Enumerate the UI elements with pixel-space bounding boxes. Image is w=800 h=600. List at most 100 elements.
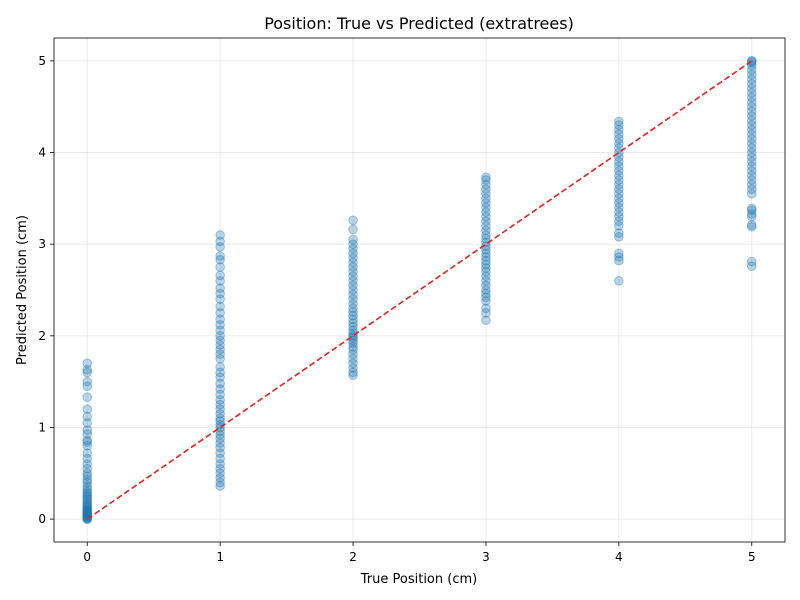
data-point-x1-6 (215, 453, 225, 464)
data-point-x3-8 (481, 276, 491, 286)
data-point-x3-23 (481, 216, 491, 227)
data-point-x1-30 (215, 340, 225, 350)
data-point-x3-9 (481, 271, 491, 282)
data-point-x1-41 (215, 276, 225, 286)
data-point-x0-37 (82, 437, 93, 447)
data-point-x1-33 (215, 325, 225, 336)
data-point-x2-4 (348, 353, 358, 364)
data-point-x0-45 (82, 381, 93, 392)
data-point-x1-28 (215, 349, 225, 359)
x-tick-label-5: 5 (748, 550, 756, 564)
data-point-x5-22 (746, 124, 757, 135)
data-point-x5-19 (746, 138, 757, 149)
data-point-x0-11 (82, 506, 93, 517)
data-point-x2-17 (348, 310, 358, 321)
data-point-x5-26 (746, 106, 757, 117)
data-point-x4-1 (614, 255, 624, 266)
data-point-x5-20 (746, 134, 757, 144)
data-point-x1-34 (215, 320, 225, 330)
data-point-x1-9 (215, 438, 225, 448)
data-point-x3-28 (481, 193, 491, 204)
data-point-x1-26 (215, 362, 225, 372)
data-point-x1-48 (215, 230, 225, 240)
data-point-x3-31 (481, 179, 491, 190)
data-point-x2-25 (348, 276, 358, 286)
data-point-x5-28 (746, 97, 757, 107)
data-point-x2-5 (348, 349, 358, 359)
data-point-x4-6 (614, 221, 624, 231)
y-axis-label: Predicted Position (cm) (15, 215, 30, 365)
data-point-x3-6 (481, 285, 491, 295)
data-point-x0-46 (82, 376, 93, 387)
data-point-x3-4 (481, 292, 491, 303)
data-point-x5-8 (746, 188, 757, 199)
data-point-x0-28 (82, 477, 93, 488)
data-point-x5-30 (746, 88, 757, 98)
data-point-x1-4 (215, 463, 225, 474)
data-point-x1-32 (215, 331, 225, 341)
x-tick-label-2: 2 (349, 550, 357, 564)
data-point-x0-25 (82, 486, 93, 497)
data-point-x2-24 (348, 280, 358, 291)
data-point-x4-26 (614, 129, 624, 140)
data-point-x2-36 (348, 215, 358, 226)
data-point-x4-18 (614, 166, 624, 176)
data-point-x4-2 (614, 252, 624, 262)
data-point-x5-18 (746, 143, 757, 153)
data-point-x2-7 (348, 342, 358, 352)
data-point-x0-31 (82, 468, 93, 479)
data-point-x2-13 (348, 325, 358, 336)
data-point-x2-18 (348, 307, 358, 317)
data-point-x0-47 (82, 367, 93, 378)
data-point-x3-22 (481, 221, 491, 231)
data-point-x3-24 (481, 211, 491, 222)
data-point-x5-37 (746, 57, 757, 68)
data-point-x0-15 (82, 503, 93, 513)
data-point-x0-10 (82, 507, 93, 518)
data-point-x0-19 (82, 497, 93, 508)
data-point-x3-25 (481, 207, 491, 217)
data-point-x0-23 (82, 490, 93, 501)
data-point-x5-9 (746, 184, 757, 194)
x-tick-label-1: 1 (216, 550, 224, 564)
data-point-x3-29 (481, 188, 491, 199)
data-point-x1-42 (215, 270, 225, 281)
y-tick-label-2: 2 (38, 329, 46, 343)
data-point-x0-4 (82, 512, 93, 523)
data-point-x0-3 (82, 512, 93, 523)
data-point-x0-9 (82, 508, 93, 519)
data-point-x0-30 (82, 471, 93, 481)
data-point-x5-27 (746, 101, 757, 112)
data-point-x5-31 (746, 83, 757, 94)
x-tick-label-3: 3 (482, 550, 490, 564)
data-point-x1-38 (215, 294, 225, 304)
data-point-x3-18 (481, 237, 491, 248)
data-point-x3-30 (481, 184, 491, 194)
data-point-x0-14 (82, 505, 93, 515)
data-point-x3-11 (481, 263, 491, 273)
data-point-x3-21 (481, 225, 491, 236)
data-point-x2-22 (348, 289, 358, 300)
data-point-x3-2 (481, 303, 491, 314)
data-point-x0-17 (82, 500, 93, 511)
y-tick-label-3: 3 (38, 237, 46, 251)
data-point-x4-24 (614, 138, 624, 149)
data-point-x0-49 (82, 358, 93, 369)
data-point-x0-39 (82, 429, 93, 439)
data-point-x2-29 (348, 257, 358, 268)
data-point-x0-20 (82, 495, 93, 506)
y-tick-label-5: 5 (38, 54, 46, 68)
data-point-x5-4 (746, 211, 757, 222)
data-point-x5-35 (746, 65, 757, 75)
data-point-x2-33 (348, 239, 358, 249)
data-point-x2-26 (348, 271, 358, 282)
data-point-x3-33 (481, 172, 491, 183)
data-point-x4-4 (614, 232, 624, 242)
data-point-x2-30 (348, 253, 358, 263)
data-point-x4-20 (614, 156, 624, 167)
data-point-x1-36 (215, 308, 225, 318)
data-point-x0-44 (82, 392, 93, 403)
data-point-x5-23 (746, 120, 757, 130)
data-point-x2-2 (348, 363, 358, 373)
data-point-x1-39 (215, 288, 225, 299)
